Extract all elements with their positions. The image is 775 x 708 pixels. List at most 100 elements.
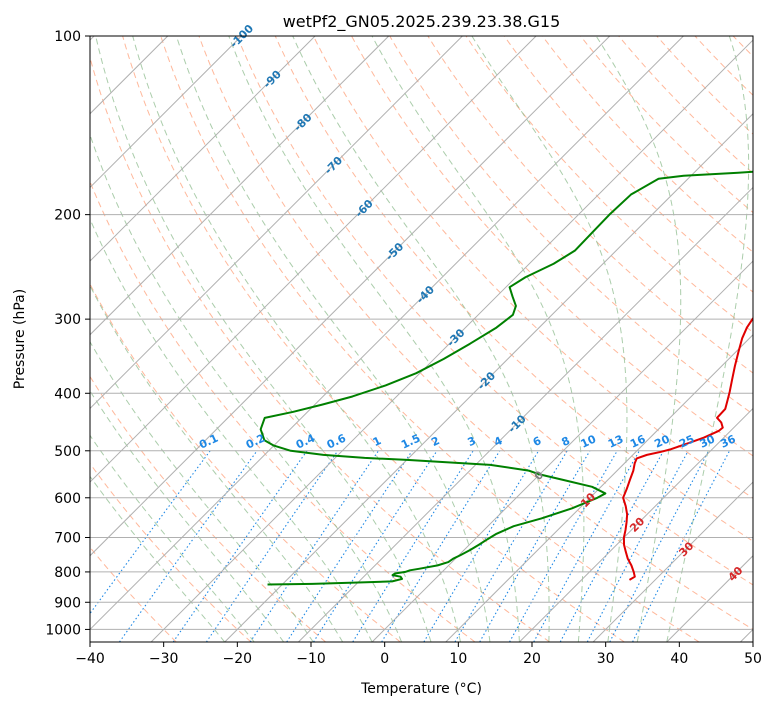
- dry-adiabat: [90, 55, 551, 642]
- x-tick-label: −30: [149, 651, 179, 667]
- x-tick-label: 40: [670, 651, 688, 667]
- isotherm-label: -10: [506, 412, 529, 435]
- dry-adiabat: [580, 36, 753, 214]
- mixing-ratio-line: [352, 450, 474, 642]
- x-axis: −40 −30 −20 −10 0 10 20 30 40 50: [75, 642, 762, 667]
- y-axis-label: Pressure (hPa): [12, 289, 28, 389]
- chart-title: wetPf2_GN05.2025.239.23.38.G15: [283, 12, 561, 32]
- mixing-ratio-label: 25: [677, 432, 696, 450]
- mixing-ratio-label: 3: [465, 434, 477, 449]
- dry-adiabat: [389, 36, 753, 415]
- mixing-ratio-line: [423, 450, 540, 642]
- mixing-ratio-label: 20: [652, 432, 672, 450]
- moist-adiabat: [132, 36, 461, 642]
- isotherm-gridline: [90, 36, 463, 410]
- mixing-ratio-line: [119, 450, 258, 642]
- y-tick-label: 100: [54, 29, 81, 45]
- labels-layer: 0.1 0.2 0.4 0.6 1 1.5 2 3 4 6 8 10 13 16 20 25 30 36-100-…: [197, 22, 746, 584]
- x-tick-label: 0: [380, 651, 389, 667]
- mixing-ratio-label: 6: [531, 434, 544, 449]
- mixing-ratio-label: 0.4: [294, 431, 317, 451]
- temperature-profile-line: [622, 316, 753, 581]
- moist-adiabat: [666, 36, 750, 642]
- mixing-ratio-line: [586, 450, 689, 642]
- mixing-ratio-label: 13: [606, 432, 625, 450]
- mixing-ratio-label: 30: [698, 432, 718, 450]
- isotherm-label: 30: [676, 539, 696, 559]
- isotherm-gridline: [445, 334, 753, 642]
- y-tick-label: 300: [54, 312, 81, 328]
- dry-adiabat: [198, 36, 753, 630]
- mixing-ratio-line: [454, 450, 568, 642]
- mixing-ratio-line: [559, 450, 665, 642]
- moist-adiabat: [90, 390, 285, 642]
- x-tick-label: 10: [449, 651, 467, 667]
- y-tick-label: 400: [54, 386, 81, 402]
- dry-adiabat: [122, 36, 625, 642]
- isotherm-gridline: [90, 36, 537, 483]
- x-tick-label: 20: [523, 651, 541, 667]
- x-tick-label: 30: [597, 651, 615, 667]
- isotherm-gridline: [150, 39, 753, 642]
- moist-adiabat: [95, 36, 432, 642]
- moist-adiabat: [90, 434, 255, 642]
- x-tick-label: 50: [744, 651, 762, 667]
- dry-adiabat: [160, 36, 700, 642]
- mixing-ratio-line: [381, 450, 501, 642]
- moist-adiabat: [90, 217, 373, 642]
- isotherm-gridline: [90, 36, 316, 262]
- y-tick-label: 1000: [45, 622, 81, 638]
- series-layer: [259, 170, 753, 586]
- isotherm-gridline: [592, 481, 753, 642]
- dry-adiabat: [90, 282, 401, 642]
- mixing-ratio-label: 16: [628, 432, 648, 450]
- mixing-ratio-label: 1: [371, 434, 383, 449]
- isotherm-gridline: [298, 186, 753, 642]
- dry-adiabat: [351, 36, 753, 457]
- moist-adiabat: [90, 133, 403, 642]
- mixing-ratio-label: 8: [559, 434, 571, 449]
- mixing-ratio-line: [172, 450, 308, 642]
- y-tick-label: 200: [54, 208, 81, 224]
- dry-adiabat: [503, 36, 753, 293]
- x-tick-label: −40: [75, 651, 105, 667]
- isotherm-label: 40: [726, 564, 746, 584]
- x-tick-label: −20: [223, 651, 253, 667]
- dewpoint-profile-line: [259, 170, 753, 586]
- grid: [90, 36, 753, 642]
- moist-adiabat: [90, 284, 344, 642]
- dry-adiabat: [90, 375, 326, 642]
- y-tick-label: 700: [54, 531, 81, 547]
- isotherm-gridline: [90, 36, 611, 557]
- x-axis-label: Temperature (°C): [360, 681, 482, 697]
- moist-adiabat: [595, 36, 682, 642]
- moist-adiabat: [90, 475, 226, 642]
- isotherm-label: -40: [414, 283, 437, 306]
- dry-adiabat: [771, 36, 775, 642]
- mixing-ratio-label: 36: [718, 432, 738, 450]
- plot-frame: [89, 35, 754, 643]
- background-lines: [90, 36, 775, 642]
- isotherm-gridline: [224, 113, 753, 642]
- isotherm-gridline: [519, 407, 753, 642]
- moist-adiabat: [90, 340, 314, 642]
- moist-adiabat: [292, 36, 550, 642]
- mixing-ratio-line: [205, 450, 339, 642]
- y-tick-label: 500: [54, 444, 81, 460]
- dry-adiabat: [465, 36, 753, 333]
- y-axis: 100 200 300 400 500 600 700 800 900 1000: [45, 29, 90, 638]
- isotherm-gridline: [90, 36, 684, 631]
- isotherm-gridline: [90, 36, 242, 189]
- moist-adiabat: [228, 36, 520, 642]
- moist-adiabat: [175, 36, 491, 642]
- dry-adiabat: [90, 462, 252, 642]
- moist-adiabat: [371, 36, 585, 642]
- y-tick-label: 600: [54, 491, 81, 507]
- moist-adiabat: [471, 36, 628, 642]
- dry-adiabat: [236, 36, 753, 586]
- mixing-ratio-line: [313, 450, 438, 642]
- y-tick-label: 800: [54, 565, 81, 581]
- mixing-ratio-line: [509, 450, 618, 642]
- x-tick-label: −10: [296, 651, 326, 667]
